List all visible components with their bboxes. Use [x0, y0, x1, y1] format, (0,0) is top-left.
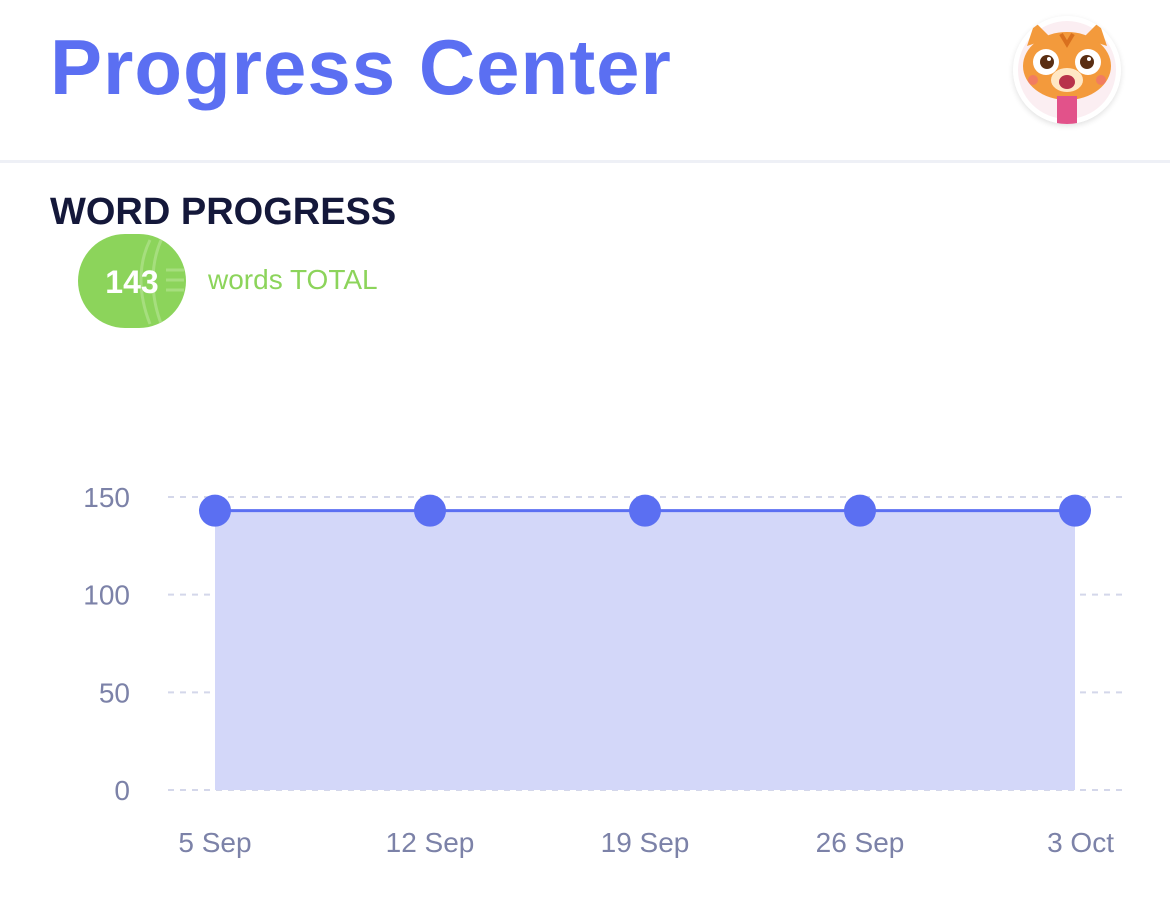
y-axis-ticks: 0 50 100 150: [83, 482, 130, 806]
data-point: [844, 494, 876, 527]
total-word-label: words TOTAL: [208, 264, 378, 295]
book-pages-icon: [139, 237, 184, 327]
area-fill: [215, 510, 1075, 790]
total-word-count: 143: [105, 264, 159, 300]
tiger-cub-avatar-icon: [1013, 16, 1121, 124]
chart-points: [199, 494, 1091, 527]
x-tick-label: 3 Oct: [1047, 827, 1114, 858]
y-tick-label: 0: [114, 775, 130, 806]
section-title: WORD PROGRESS: [50, 191, 397, 233]
y-tick-label: 100: [83, 580, 130, 611]
data-point: [629, 494, 661, 527]
x-tick-label: 12 Sep: [386, 827, 475, 858]
word-count-badge: 143: [78, 234, 186, 328]
x-axis-ticks: 5 Sep 12 Sep 19 Sep 26 Sep 3 Oct: [178, 827, 1114, 858]
page-title: Progress Center: [50, 23, 672, 111]
chart-area: [215, 510, 1075, 790]
x-tick-label: 5 Sep: [178, 827, 251, 858]
header: Progress Center: [0, 0, 1170, 163]
y-tick-label: 50: [99, 677, 130, 708]
y-tick-label: 150: [83, 482, 130, 513]
data-point: [199, 494, 231, 527]
x-tick-label: 26 Sep: [816, 827, 905, 858]
data-point: [414, 494, 446, 527]
avatar[interactable]: [1013, 16, 1121, 124]
data-point: [1059, 494, 1091, 527]
x-tick-label: 19 Sep: [601, 827, 690, 858]
